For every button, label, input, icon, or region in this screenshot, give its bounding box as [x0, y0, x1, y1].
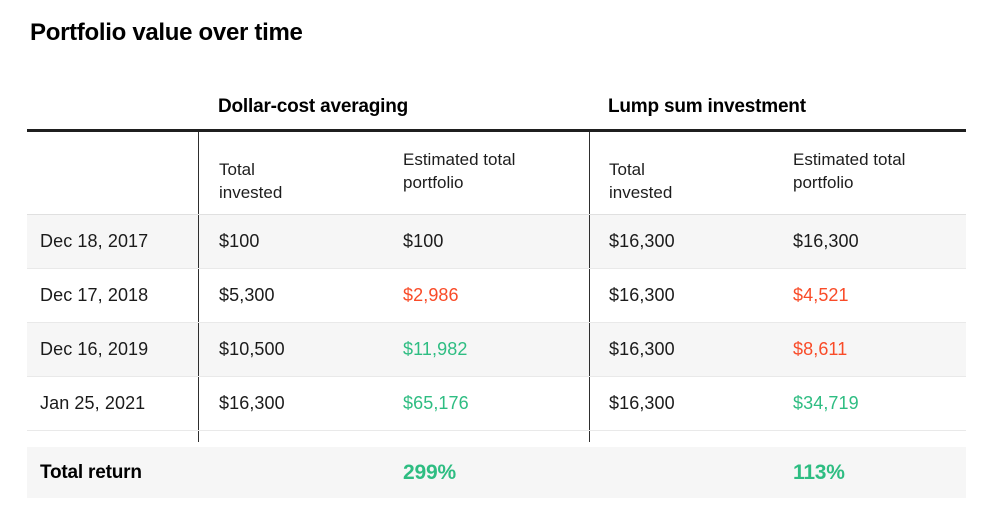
- column-header-dca-total-invested: Total invested: [198, 132, 403, 214]
- ls-total-return-value: 113%: [793, 460, 845, 484]
- table-spacer: [27, 431, 966, 447]
- page-title: Portfolio value over time: [30, 19, 303, 46]
- ls-total-invested-cell: $16,300: [589, 377, 793, 430]
- date-cell: Dec 16, 2019: [40, 339, 149, 359]
- group-header-dollar-cost-averaging: Dollar-cost averaging: [218, 96, 409, 117]
- ls-estimated-portfolio-cell: $16,300: [793, 231, 859, 251]
- table-row: Jan 25, 2021 $16,300 $65,176 $16,300 $34…: [27, 377, 966, 431]
- dca-total-invested-cell: $16,300: [198, 377, 403, 430]
- column-divider: [198, 431, 403, 442]
- group-header-lump-sum-investment: Lump sum investment: [608, 96, 806, 117]
- column-header-ls-total-invested: Total invested: [589, 132, 793, 214]
- column-header-ls-estimated-portfolio: Estimated total portfolio: [793, 150, 906, 192]
- total-return-row: Total return 299% 113%: [27, 447, 966, 498]
- ls-estimated-portfolio-cell: $8,611: [793, 339, 848, 359]
- ls-total-invested-cell: $16,300: [589, 269, 793, 322]
- total-return-label: Total return: [40, 461, 142, 483]
- group-header-row: Dollar-cost averaging Lump sum investmen…: [27, 96, 966, 132]
- ls-estimated-portfolio-cell: $34,719: [793, 393, 859, 413]
- portfolio-table: Dollar-cost averaging Lump sum investmen…: [27, 96, 966, 498]
- dca-total-invested-cell: $10,500: [198, 323, 403, 376]
- dca-estimated-portfolio-cell: $11,982: [403, 339, 468, 359]
- date-cell: Dec 18, 2017: [40, 231, 149, 251]
- dca-total-invested-cell: $5,300: [198, 269, 403, 322]
- dca-estimated-portfolio-cell: $2,986: [403, 285, 459, 305]
- table-row: Dec 16, 2019 $10,500 $11,982 $16,300 $8,…: [27, 323, 966, 377]
- date-cell: Dec 17, 2018: [40, 285, 149, 305]
- dca-total-return-value: 299%: [403, 460, 456, 484]
- ls-total-invested-cell: $16,300: [589, 215, 793, 268]
- column-header-dca-estimated-portfolio: Estimated total portfolio: [403, 150, 516, 192]
- column-header-row: Total invested Estimated total portfolio…: [27, 132, 966, 215]
- dca-estimated-portfolio-cell: $65,176: [403, 393, 469, 413]
- column-divider: [589, 431, 793, 442]
- dca-total-invested-cell: $100: [198, 215, 403, 268]
- column-header-date: [27, 132, 198, 214]
- ls-estimated-portfolio-cell: $4,521: [793, 285, 849, 305]
- dca-estimated-portfolio-cell: $100: [403, 231, 444, 251]
- ls-total-invested-cell: $16,300: [589, 323, 793, 376]
- table-row: Dec 17, 2018 $5,300 $2,986 $16,300 $4,52…: [27, 269, 966, 323]
- date-cell: Jan 25, 2021: [40, 393, 146, 413]
- table-row: Dec 18, 2017 $100 $100 $16,300 $16,300: [27, 215, 966, 269]
